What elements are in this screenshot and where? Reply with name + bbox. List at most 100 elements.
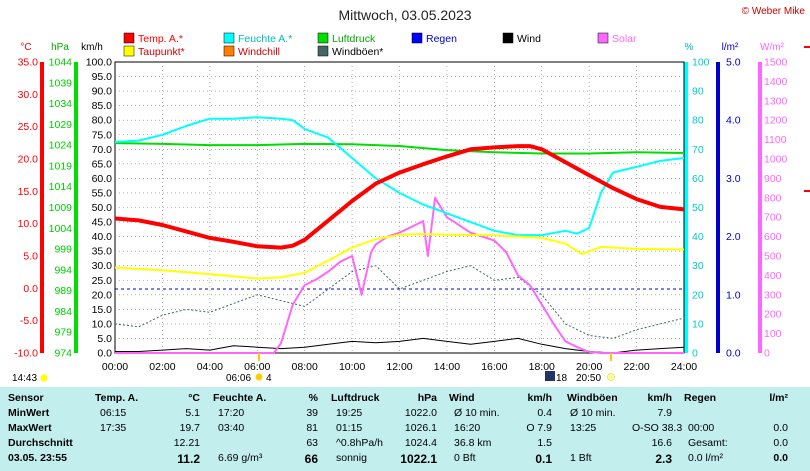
- wind-tick-label: 30.0: [92, 260, 113, 272]
- legend-label: Taupunkt*: [138, 46, 185, 58]
- sunrise-label: 06:06: [226, 373, 251, 384]
- x-tick-label: 02:00: [149, 361, 175, 373]
- legend-label: Solar: [612, 33, 637, 45]
- stats-cell: %: [308, 392, 318, 404]
- stats-cell: 17:20: [218, 407, 245, 419]
- stats-cell: 0.4: [537, 407, 552, 419]
- rain-tick-label: 5.0: [726, 57, 741, 69]
- stats-cell: Temp. A.: [95, 392, 139, 404]
- stats-cell: 6.69 g/m³: [218, 452, 263, 464]
- pressure-tick-label: 1039: [49, 77, 73, 89]
- humidity-tick-label: 50: [692, 202, 704, 214]
- solar-tick-label: 1400: [764, 76, 788, 88]
- series-line-taupunkt: [114, 233, 685, 280]
- wind-tick-label: 0.0: [97, 348, 112, 360]
- stats-cell: Regen: [684, 392, 717, 404]
- statistics-table: Sensor Temp. A. °C Feuchte A.% Luftdruck hPa W…: [0, 387, 810, 471]
- stats-cell: 1026.1: [404, 422, 437, 434]
- legend-swatch: [223, 32, 235, 44]
- stats-cell: 16:20: [454, 422, 481, 434]
- stats-cell: 0.1: [535, 452, 552, 466]
- wind-tick-label: 15.0: [92, 304, 113, 316]
- legend-label: Feuchte A.*: [238, 33, 292, 45]
- solar-tick-label: 1000: [764, 154, 788, 166]
- stats-cell: 0.0: [773, 422, 788, 434]
- wind-tick-label: 70.0: [92, 144, 113, 156]
- humidity-tick-label: 40: [692, 231, 704, 243]
- stats-cell: l/m²: [769, 392, 788, 404]
- x-tick-label: 00:00: [102, 361, 128, 373]
- stats-cell: 1024.4: [404, 437, 437, 449]
- series-group: [114, 116, 685, 354]
- solar-tick-label: 400: [764, 270, 782, 282]
- temp-tick-label: 20.0: [18, 154, 39, 166]
- solar-tick-label: 1200: [764, 115, 788, 127]
- legend-swatch: [317, 45, 329, 57]
- temp-axis-bar: [40, 62, 44, 353]
- solar-tick-label: 500: [764, 251, 782, 263]
- stats-cell: 0.0: [773, 437, 788, 449]
- stats-cell: km/h: [527, 392, 552, 404]
- sunrise-icon: [255, 373, 263, 381]
- wind-tick-label: 95.0: [92, 71, 113, 83]
- solar-tick-label: 800: [764, 192, 782, 204]
- humidity-tick-label: 20: [692, 289, 704, 301]
- stats-cell: Durchschnitt: [8, 437, 73, 449]
- series-line-tempa: [114, 144, 685, 250]
- wind-tick-label: 5.0: [97, 333, 112, 345]
- pressure-unit-label: hPa: [51, 42, 69, 53]
- wind-tick-label: 20.0: [92, 289, 113, 301]
- solar-tick-label: 1100: [764, 134, 787, 146]
- stats-cell: 36.8 km: [454, 437, 492, 449]
- wind-tick-label: 80.0: [92, 115, 113, 127]
- temp-unit-label: °C: [20, 42, 31, 53]
- wind-tick-label: 55.0: [92, 187, 113, 199]
- solar-tick-label: 0: [764, 348, 770, 360]
- stats-cell: 7.9: [657, 407, 672, 419]
- pressure-tick-label: 979: [54, 327, 72, 339]
- legend-swatch: [317, 32, 329, 44]
- copyright-text[interactable]: © Weber Mike: [742, 6, 806, 17]
- temp-tick-label: 35.0: [18, 57, 39, 69]
- stats-cell: hPa: [417, 392, 437, 404]
- stats-cell: 1022.0: [404, 407, 437, 419]
- legend-label: Windchill: [238, 46, 280, 58]
- pressure-tick-label: 1034: [49, 98, 73, 110]
- legend-swatch: [502, 32, 514, 44]
- x-tick-label: 12:00: [386, 361, 412, 373]
- rain-unit-label: l/m²: [722, 42, 739, 53]
- humidity-tick-label: 60: [692, 173, 704, 185]
- stats-cell: 0.0 l/m²: [688, 452, 724, 464]
- chart-title: Mittwoch, 03.05.2023: [338, 7, 471, 23]
- weather-chart: Mittwoch, 03.05.2023 © Weber Mike Temp. …: [12, 6, 810, 384]
- x-tick-label: 04:00: [197, 361, 223, 373]
- stats-cell: 5.1: [185, 407, 200, 419]
- stats-cell: 39: [306, 407, 318, 419]
- solar-tick-label: 600: [764, 231, 782, 243]
- series-line-solar: [115, 196, 684, 354]
- x-tick-label: 08:00: [292, 361, 318, 373]
- stats-cell: 12.21: [173, 437, 200, 449]
- pressure-tick-label: 1029: [49, 119, 73, 131]
- wind-tick-label: 60.0: [92, 173, 113, 185]
- x-tick-label: 22:00: [623, 361, 649, 373]
- temp-tick-label: 10.0: [18, 218, 39, 230]
- solar-tick-label: 300: [764, 289, 782, 301]
- stats-cell: 19.7: [179, 422, 200, 434]
- pressure-tick-label: 1014: [49, 181, 73, 193]
- stats-cell: Ø 10 min.: [570, 407, 616, 419]
- humidity-axis-bar: [684, 62, 688, 353]
- humidity-tick-label: 70: [692, 144, 704, 156]
- stats-cell: 17:35: [100, 422, 127, 434]
- x-tick-label: 14:00: [434, 361, 460, 373]
- solar-tick-label: 1300: [764, 95, 788, 107]
- x-tick-label: 10:00: [339, 361, 365, 373]
- solar-axis-bar: [758, 62, 762, 353]
- legend-label: Temp. A.*: [138, 33, 183, 45]
- stats-cell: Gesamt:: [688, 437, 728, 449]
- stats-cell: ^0.8hPa/h: [336, 437, 383, 449]
- pressure-tick-label: 1044: [49, 57, 73, 69]
- pressure-tick-label: 989: [54, 285, 72, 297]
- humidity-tick-label: 90: [692, 86, 704, 98]
- stats-cell: 01:15: [336, 422, 363, 434]
